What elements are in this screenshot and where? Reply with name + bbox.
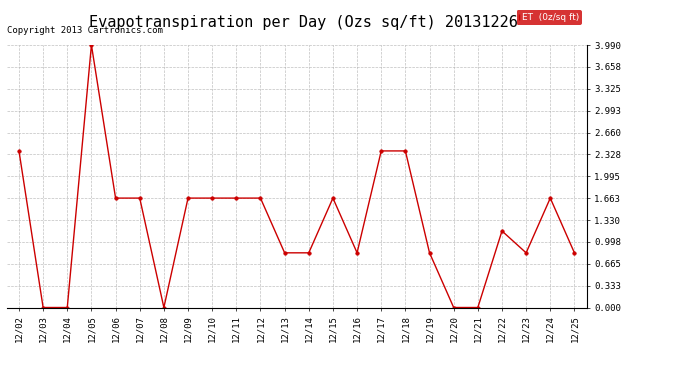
Text: Copyright 2013 Cartronics.com: Copyright 2013 Cartronics.com [7,26,163,34]
Legend: ET  (0z/sq ft): ET (0z/sq ft) [517,10,582,24]
Text: Evapotranspiration per Day (Ozs sq/ft) 20131226: Evapotranspiration per Day (Ozs sq/ft) 2… [89,15,518,30]
